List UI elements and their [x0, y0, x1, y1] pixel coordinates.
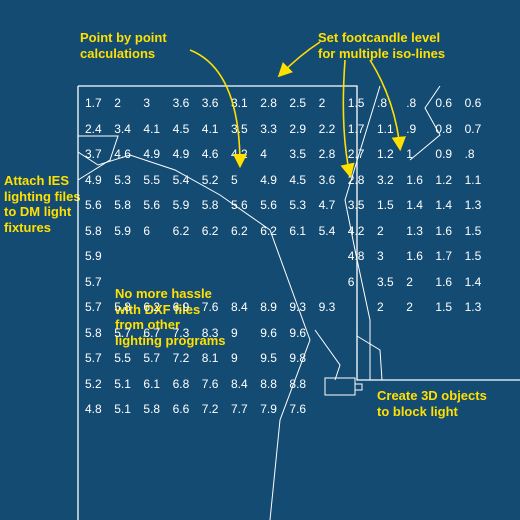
overlay-lines	[0, 0, 520, 520]
